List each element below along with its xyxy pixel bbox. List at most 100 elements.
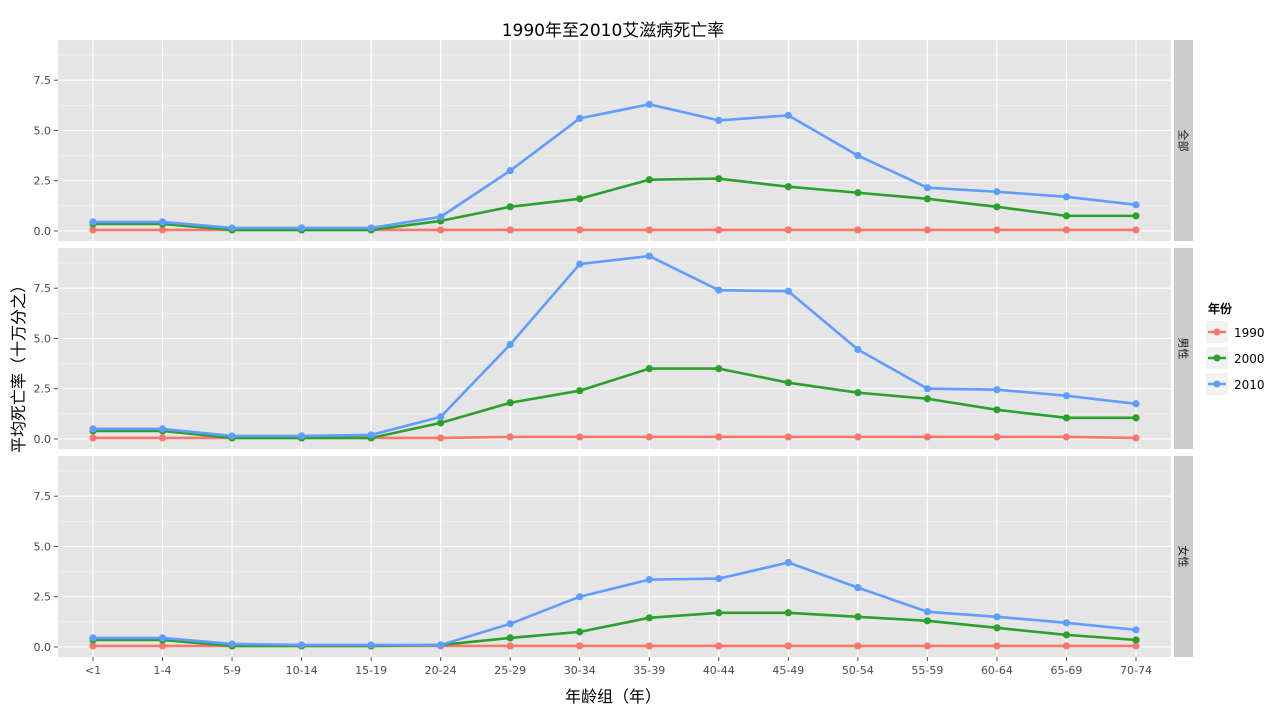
data-point-2010 (228, 640, 236, 648)
data-point-2010 (993, 386, 1001, 394)
data-point-2010 (367, 224, 375, 232)
data-point-2010 (367, 641, 375, 649)
data-point-2000 (576, 628, 584, 636)
panel-male: 0.0 2.5 5.0 7.5 男性 (34, 248, 1193, 449)
data-point-1990 (993, 433, 1001, 441)
data-point-1990 (645, 433, 653, 441)
data-point-2010 (158, 218, 167, 226)
panel-background (58, 40, 1171, 241)
data-point-2010 (923, 385, 932, 393)
data-point-2000 (784, 609, 792, 617)
data-point-2010 (367, 431, 375, 439)
data-point-2000 (993, 406, 1001, 414)
data-point-2010 (576, 260, 584, 268)
data-point-2010 (298, 224, 306, 232)
data-point-2010 (89, 634, 97, 642)
data-point-2010 (784, 558, 792, 567)
data-point-1990 (89, 226, 97, 234)
data-point-1990 (715, 433, 723, 441)
panel-female: 0.0 2.5 5.0 7.5 女性 (34, 456, 1193, 657)
y-tick-label: 7.5 (34, 74, 52, 87)
data-point-2000 (1062, 414, 1071, 422)
data-point-2010 (576, 593, 584, 601)
series-line-2000 (93, 177, 1136, 232)
series-line-2010 (93, 103, 1137, 230)
data-point-2010 (1062, 619, 1071, 627)
data-point-1990 (715, 642, 723, 650)
data-point-2010 (715, 116, 723, 124)
data-point-2010 (645, 576, 653, 584)
data-point-2000 (645, 176, 653, 184)
data-point-1990 (645, 226, 653, 234)
data-point-2010 (158, 425, 167, 433)
x-tick-label: 65-69 (1050, 664, 1082, 677)
data-point-1990 (89, 642, 97, 650)
data-point-1990 (506, 433, 514, 441)
data-point-2010 (89, 425, 97, 433)
x-tick-label: 25-29 (494, 664, 526, 677)
y-tick-label: 5.0 (34, 332, 52, 345)
data-point-2000 (576, 387, 584, 395)
data-point-2000 (993, 203, 1001, 211)
x-tick-label: 20-24 (425, 664, 457, 677)
data-point-2010 (1132, 201, 1140, 209)
facet-strip-label: 女性 (1177, 546, 1191, 568)
y-tick-label: 2.5 (34, 383, 52, 396)
data-point-1990 (854, 433, 862, 441)
series-line-2010 (93, 561, 1137, 647)
panels-layer: 0.0 2.5 5.0 7.5 全部 0.0 2.5 5.0 7.5 男性 0.0 2.5 5.0 7.5… (34, 40, 1193, 657)
panel-background (58, 248, 1171, 449)
data-point-2000 (506, 203, 514, 211)
legend: 年份 1990 2000 2010 (1206, 301, 1265, 395)
y-tick-label: 0.0 (34, 225, 52, 238)
data-point-2010 (506, 620, 514, 628)
data-point-1990 (784, 433, 792, 441)
data-point-2000 (854, 189, 862, 197)
panel-all: 0.0 2.5 5.0 7.5 全部 (34, 40, 1193, 241)
data-point-1990 (1062, 433, 1071, 441)
data-point-2000 (576, 195, 584, 203)
data-point-2000 (506, 399, 514, 407)
data-point-2010 (923, 608, 932, 616)
y-tick-label: 0.0 (34, 641, 52, 654)
data-point-1990 (993, 642, 1001, 650)
y-tick-label: 7.5 (34, 282, 52, 295)
data-point-1990 (437, 226, 445, 234)
data-point-2010 (89, 218, 97, 226)
y-tick-label: 2.5 (34, 175, 52, 188)
y-tick-label: 5.0 (34, 540, 52, 553)
data-point-1990 (158, 434, 167, 442)
data-point-1990 (158, 642, 167, 650)
data-point-1990 (645, 642, 653, 650)
data-point-2000 (1132, 212, 1140, 220)
data-point-2000 (715, 609, 723, 617)
data-point-2010 (506, 167, 514, 175)
data-point-2010 (437, 413, 445, 421)
data-point-1990 (576, 226, 584, 234)
data-point-1990 (506, 642, 514, 650)
data-point-2000 (1132, 636, 1140, 644)
data-point-2000 (645, 365, 653, 373)
data-point-2000 (1062, 631, 1071, 639)
series-line-2000 (93, 611, 1137, 648)
x-tick-label: 60-64 (981, 664, 1013, 677)
data-point-1990 (1132, 226, 1140, 234)
data-point-1990 (158, 226, 167, 234)
data-point-2010 (158, 634, 167, 642)
legend-key-point-2000 (1213, 354, 1221, 362)
x-tick-label: 70-74 (1120, 664, 1152, 677)
series-line-2010 (93, 254, 1137, 438)
data-point-1990 (854, 226, 862, 234)
data-point-2010 (228, 224, 236, 232)
data-point-1990 (993, 226, 1001, 234)
data-point-1990 (506, 226, 514, 234)
x-tick-label: 1-4 (154, 664, 172, 677)
data-point-2010 (228, 432, 236, 440)
legend-title: 年份 (1208, 301, 1233, 316)
x-tick-label: 55-59 (911, 664, 943, 677)
data-point-1990 (923, 226, 932, 234)
x-tick-label: 10-14 (286, 664, 318, 677)
data-point-2010 (506, 340, 514, 349)
data-point-2000 (854, 389, 862, 397)
